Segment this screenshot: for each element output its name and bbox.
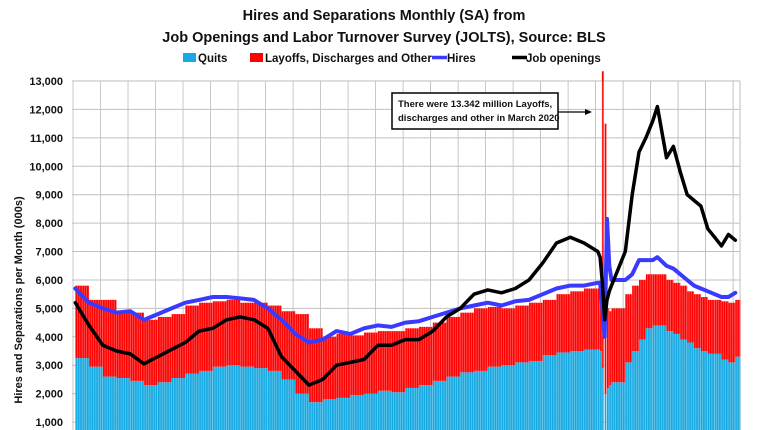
monthly-bar-texture xyxy=(72,81,740,430)
legend: Quits Layoffs, Discharges and Other Hire… xyxy=(183,53,601,65)
y-tick-label: 10,000 xyxy=(29,161,63,173)
y-tick-label: 13,000 xyxy=(29,76,63,88)
y-tick-label: 7,000 xyxy=(35,247,63,259)
y-tick-label: 4,000 xyxy=(35,332,63,344)
y-tick-label: 12,000 xyxy=(29,104,63,116)
annotation-line-1: There were 13.342 million Layoffs, xyxy=(398,99,552,110)
chart-title: Hires and Separations Monthly (SA) from xyxy=(243,8,526,24)
legend-label-hires: Hires xyxy=(447,53,476,65)
annotation-line-2: discharges and other in March 2020 xyxy=(398,113,560,124)
annotation: There were 13.342 million Layoffs, disch… xyxy=(391,92,592,130)
legend-label-quits: Quits xyxy=(198,53,227,65)
legend-swatch-layoffs xyxy=(250,53,263,62)
annotation-box xyxy=(391,92,559,130)
hires-line xyxy=(73,216,738,345)
y-tick-label: 9,000 xyxy=(35,190,63,202)
y-tick-label: 11,000 xyxy=(30,133,63,145)
legend-swatch-quits xyxy=(183,53,196,62)
y-tick-label: 1,000 xyxy=(35,417,63,429)
y-tick-label: 5,000 xyxy=(35,303,63,315)
y-tick-label: 8,000 xyxy=(35,218,63,230)
job-openings-line xyxy=(73,104,738,387)
legend-label-layoffs: Layoffs, Discharges and Other xyxy=(265,53,432,65)
legend-label-job-openings: Job openings xyxy=(526,53,601,65)
y-tick-label: 2,000 xyxy=(35,389,63,401)
y-axis-ticks: 1,000 2,000 3,000 4,000 5,000 6,000 7,000 8,000… xyxy=(29,76,63,429)
y-axis-label: Hires and Separations per Month (000s) xyxy=(13,196,25,404)
y-tick-label: 3,000 xyxy=(35,360,63,372)
chart-subtitle: Job Openings and Labor Turnover Survey (… xyxy=(162,30,606,46)
series-lines xyxy=(73,104,738,387)
y-tick-label: 6,000 xyxy=(35,275,63,287)
annotation-arrowhead-icon xyxy=(585,109,592,115)
